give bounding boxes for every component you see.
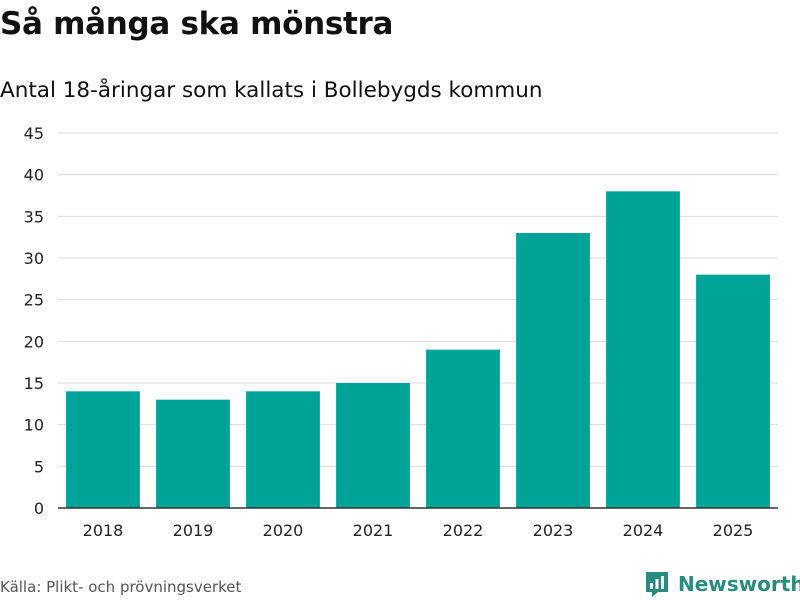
y-axis-ticks: 0 5 10 15 20 25 30 35 40 45 [24, 124, 44, 518]
newsworthy-logo: Newsworthy [644, 570, 800, 598]
brand-name: Newsworthy [678, 572, 800, 596]
y-tick-label: 45 [24, 124, 44, 143]
y-tick-label: 10 [24, 416, 44, 435]
y-tick-label: 5 [34, 457, 44, 476]
bars [66, 191, 770, 509]
x-tick-label-2019: 2019 [173, 521, 214, 540]
source-note: Källa: Plikt- och prövningsverket [0, 578, 242, 596]
chart-subtitle: Antal 18-åringar som kallats i Bollebygd… [0, 78, 543, 103]
x-tick-label-2020: 2020 [263, 521, 304, 540]
y-tick-label: 35 [24, 207, 44, 226]
x-tick-label-2018: 2018 [83, 521, 124, 540]
x-tick-label-2025: 2025 [713, 521, 754, 540]
bar-2022 [426, 349, 500, 508]
y-tick-label: 0 [34, 499, 44, 518]
bar-2023 [516, 233, 590, 508]
bar-2018 [66, 391, 140, 508]
x-tick-label-2023: 2023 [533, 521, 574, 540]
bar-2025 [696, 274, 770, 508]
bar-2021 [336, 383, 410, 508]
y-tick-label: 15 [24, 374, 44, 393]
bar-2020 [246, 391, 320, 508]
x-axis-ticks: 2018 2019 2020 2021 2022 2023 2024 2025 [83, 521, 754, 540]
chart-title: Så många ska mönstra [0, 6, 394, 42]
y-tick-label: 30 [24, 249, 44, 268]
x-tick-label-2022: 2022 [443, 521, 484, 540]
x-tick-label-2021: 2021 [353, 521, 394, 540]
bar-2019 [156, 399, 230, 508]
newsworthy-icon [646, 572, 668, 597]
y-tick-label: 20 [24, 332, 44, 351]
bar-2024 [606, 191, 680, 509]
x-tick-label-2024: 2024 [623, 521, 664, 540]
y-tick-label: 25 [24, 291, 44, 310]
y-tick-label: 40 [24, 166, 44, 185]
